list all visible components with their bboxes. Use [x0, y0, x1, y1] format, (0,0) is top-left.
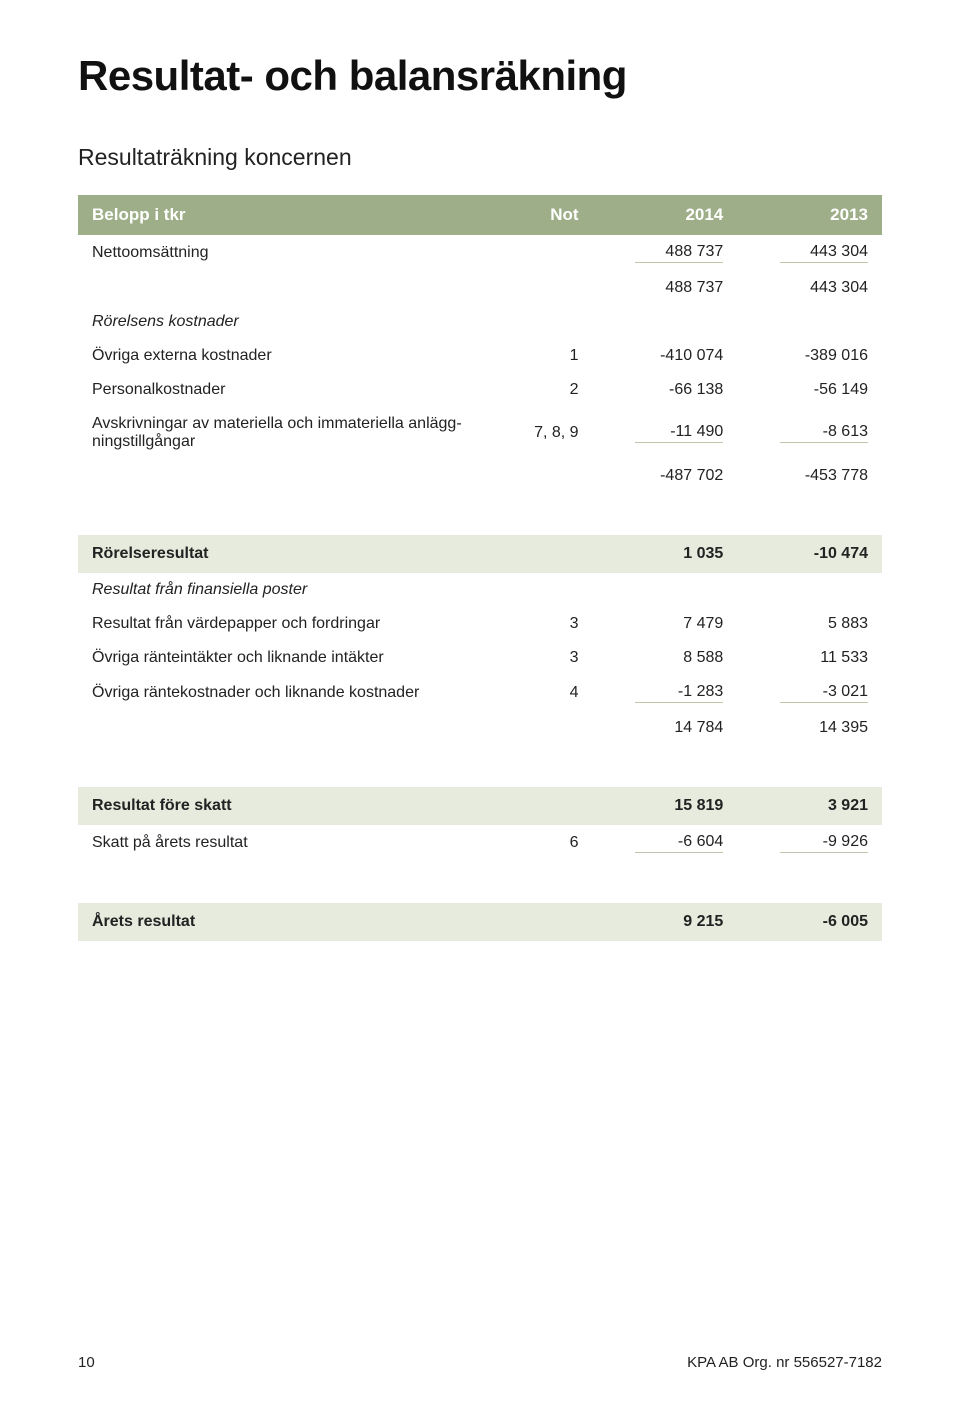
cell-y1: 14 784	[593, 711, 738, 745]
row-kostnader-sum: -487 702 -453 778	[78, 459, 882, 493]
row-avskrivningar: Avskrivningar av materiella och immateri…	[78, 407, 882, 459]
row-vardepapper: Resultat från värdepapper och fordringar…	[78, 607, 882, 641]
cell-note: 3	[512, 607, 592, 641]
income-statement-table: Belopp i tkr Not 2014 2013 Nettoomsättni…	[78, 195, 882, 941]
company-org: KPA AB Org. nr 556527-7182	[687, 1354, 882, 1371]
cell-label	[78, 271, 512, 305]
cell-y2: -3 021	[737, 675, 882, 711]
cell-note	[512, 235, 592, 271]
table-header-row: Belopp i tkr Not 2014 2013	[78, 195, 882, 235]
cell-y2: -10 474	[737, 535, 882, 573]
cell-y2: 14 395	[737, 711, 882, 745]
cell-y1: 8 588	[593, 641, 738, 675]
page-number: 10	[78, 1354, 95, 1371]
cell-y1: -11 490	[593, 407, 738, 459]
cell-label: Övriga externa kostnader	[78, 339, 512, 373]
row-rantekostnader: Övriga räntekostnader och liknande kostn…	[78, 675, 882, 711]
cell-y2: -389 016	[737, 339, 882, 373]
cell-label	[78, 711, 512, 745]
header-note: Not	[512, 195, 592, 235]
gap	[78, 861, 882, 903]
cell-label: Skatt på årets resultat	[78, 825, 512, 861]
cell-y1: 1 035	[593, 535, 738, 573]
gap	[78, 745, 882, 787]
cell-label: Nettoomsättning	[78, 235, 512, 271]
cell-label: Rörelseresultat	[78, 535, 512, 573]
cell-y2: -453 778	[737, 459, 882, 493]
cell-y1: 7 479	[593, 607, 738, 641]
row-arets-resultat: Årets resultat 9 215 -6 005	[78, 903, 882, 941]
cell-label: Årets resultat	[78, 903, 512, 941]
page-title: Resultat- och balansräkning	[78, 52, 882, 100]
row-fin-sum: 14 784 14 395	[78, 711, 882, 745]
header-year1: 2014	[593, 195, 738, 235]
cell-note: 7, 8, 9	[512, 407, 592, 459]
cell-label: Personalkostnader	[78, 373, 512, 407]
row-ovriga-externa: Övriga externa kostnader 1 -410 074 -389…	[78, 339, 882, 373]
cell-label: Resultat före skatt	[78, 787, 512, 825]
cell-label: Resultat från värdepapper och fordringar	[78, 607, 512, 641]
header-label: Belopp i tkr	[78, 195, 512, 235]
cell-y1: -66 138	[593, 373, 738, 407]
cell-y1: 9 215	[593, 903, 738, 941]
row-skatt: Skatt på årets resultat 6 -6 604 -9 926	[78, 825, 882, 861]
cell-note	[512, 271, 592, 305]
cell-y1: 488 737	[593, 271, 738, 305]
header-year2: 2013	[737, 195, 882, 235]
cell-y1: -6 604	[593, 825, 738, 861]
page-footer: 10 KPA AB Org. nr 556527-7182	[78, 1354, 882, 1371]
cell-label: Resultat från finansiella poster	[78, 573, 512, 607]
cell-label: Avskrivningar av materiella och immateri…	[78, 407, 512, 459]
cell-y2: 443 304	[737, 235, 882, 271]
row-rorelseresultat: Rörelseresultat 1 035 -10 474	[78, 535, 882, 573]
cell-y2: 3 921	[737, 787, 882, 825]
cell-y1: 15 819	[593, 787, 738, 825]
cell-y2: -56 149	[737, 373, 882, 407]
cell-note: 3	[512, 641, 592, 675]
cell-label: Övriga räntekostnader och liknande kostn…	[78, 675, 512, 711]
cell-y2: -6 005	[737, 903, 882, 941]
cell-y1: 488 737	[593, 235, 738, 271]
cell-y2: -8 613	[737, 407, 882, 459]
cell-note: 1	[512, 339, 592, 373]
row-nettoomsattning: Nettoomsättning 488 737 443 304	[78, 235, 882, 271]
row-personalkostnader: Personalkostnader 2 -66 138 -56 149	[78, 373, 882, 407]
cell-label: Övriga ränteintäkter och liknande intäkt…	[78, 641, 512, 675]
row-nettoomsattning-sum: 488 737 443 304	[78, 271, 882, 305]
row-resultat-fore-skatt: Resultat före skatt 15 819 3 921	[78, 787, 882, 825]
row-fin-poster-heading: Resultat från finansiella poster	[78, 573, 882, 607]
row-ranteintakter: Övriga ränteintäkter och liknande intäkt…	[78, 641, 882, 675]
cell-note: 4	[512, 675, 592, 711]
cell-y1: -410 074	[593, 339, 738, 373]
cell-y2: 5 883	[737, 607, 882, 641]
cell-y1: -487 702	[593, 459, 738, 493]
row-rorelsens-kostnader-heading: Rörelsens kostnader	[78, 305, 882, 339]
cell-y2: -9 926	[737, 825, 882, 861]
cell-note: 6	[512, 825, 592, 861]
page: Resultat- och balansräkning Resultaträkn…	[0, 0, 960, 1411]
subtitle: Resultaträkning koncernen	[78, 144, 882, 171]
cell-note: 2	[512, 373, 592, 407]
cell-y2: 11 533	[737, 641, 882, 675]
gap	[78, 493, 882, 535]
cell-y2: 443 304	[737, 271, 882, 305]
cell-y1: -1 283	[593, 675, 738, 711]
cell-label	[78, 459, 512, 493]
cell-label: Rörelsens kostnader	[78, 305, 512, 339]
